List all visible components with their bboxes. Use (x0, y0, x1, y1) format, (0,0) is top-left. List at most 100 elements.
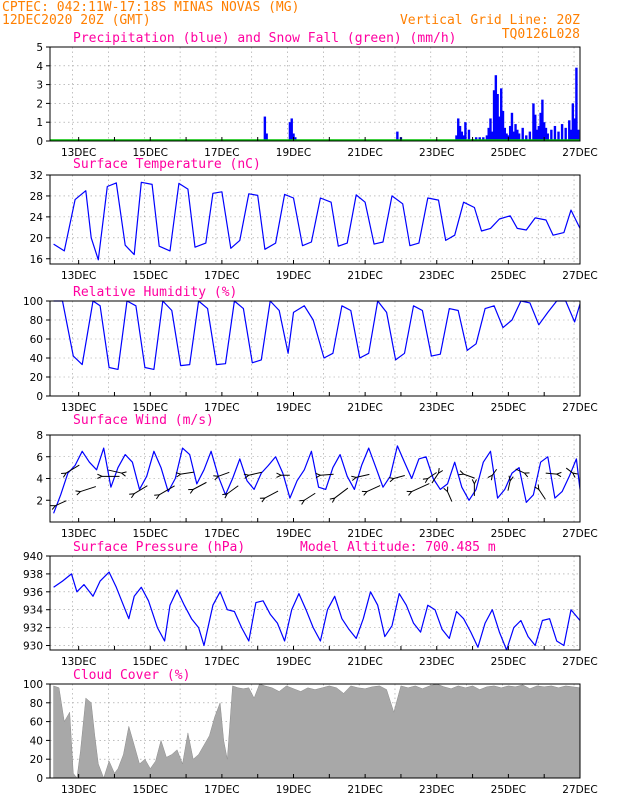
wind-arrow (158, 485, 175, 496)
precip-bar (265, 133, 268, 141)
precip-bar (474, 137, 478, 141)
y-tick-label: 16 (30, 254, 44, 266)
wind-arrow (108, 469, 122, 474)
wind-arrow (538, 489, 546, 500)
wind-arrow-head (523, 472, 530, 478)
wind-arrow (507, 480, 511, 491)
y-tick-label: 80 (30, 315, 43, 327)
x-tick-label: 15DEC (133, 270, 168, 282)
x-tick-label: 13DEC (61, 656, 96, 668)
y-tick-label: 0 (36, 773, 43, 785)
precip-bar (501, 110, 505, 141)
header-grid-line: Vertical Grid Line: 20Z (400, 13, 580, 28)
x-tick-label: 25DEC (491, 656, 526, 668)
y-tick-label: 20 (30, 372, 43, 384)
x-tick-label: 17DEC (204, 656, 239, 668)
y-tick-label: 4 (36, 474, 43, 486)
wind-arrow-head (458, 470, 465, 476)
wind-arrow (545, 472, 557, 475)
header-date: 12DEC2020 20Z (GMT) (2, 13, 151, 28)
precip-bar (546, 133, 549, 141)
x-tick-label: 19DEC (276, 147, 311, 159)
panels: Precipitation (blue) and Snow Fall (gree… (23, 31, 598, 796)
y-tick-label: 4 (36, 61, 43, 73)
wind-arrow (226, 485, 239, 495)
x-tick-label: 13DEC (61, 784, 96, 796)
precip-bar (553, 125, 557, 141)
wind-arrow-head (188, 488, 195, 494)
precip-bar (568, 120, 571, 141)
precip-bar (512, 131, 515, 141)
wind-arrow (411, 483, 430, 493)
wind-arrow (356, 473, 370, 478)
precip-bar (525, 135, 528, 141)
x-tick-label: 21DEC (347, 147, 382, 159)
panel-frame (49, 683, 581, 779)
precip-bar (541, 99, 544, 141)
precip-bar (539, 112, 542, 141)
wind-arrow-head (222, 493, 229, 499)
y-tick-label: 8 (36, 430, 43, 442)
wind-arrow-head (276, 472, 283, 478)
panel-2: Surface Temperature (nC) 16 20 24 28 32 13DEC 1… (30, 157, 598, 282)
x-tick-label: 27DEC (562, 656, 597, 668)
panel-frame (49, 300, 581, 397)
x-tick-label: 15DEC (133, 784, 168, 796)
y-tick-label: 934 (23, 605, 43, 617)
precip-bar (458, 125, 462, 141)
y-tick-label: 930 (23, 641, 43, 653)
x-tick-label: 23DEC (419, 147, 454, 159)
wind-arrow-head (175, 472, 182, 478)
precip-bar (462, 135, 465, 141)
precip-bar (542, 122, 546, 141)
wind-arrow (55, 500, 67, 507)
x-tick-label: 13DEC (61, 402, 96, 414)
precip-bar (573, 118, 576, 141)
wind-arrow-head (406, 490, 413, 496)
y-tick-label: 100 (23, 679, 43, 691)
precip-bar (487, 127, 490, 141)
series-line (53, 300, 581, 370)
wind-arrow-head (443, 486, 449, 493)
precip-bar (455, 135, 458, 141)
wind-arrow-head (351, 475, 358, 481)
y-tick-label: 2 (36, 98, 43, 110)
wind-arrow-head (571, 472, 578, 478)
wind-arrow-head (259, 497, 266, 503)
header-model-id: TQ0126L028 (502, 27, 580, 42)
precip-bar (494, 75, 498, 141)
series-line (53, 571, 581, 651)
precip-bar (482, 137, 485, 141)
x-tick-label: 15DEC (133, 656, 168, 668)
wind-arrow (303, 492, 316, 501)
precip-bar (569, 129, 573, 141)
precip-bar (544, 127, 548, 141)
panel-frame (49, 174, 581, 265)
y-tick-label: 40 (30, 353, 43, 365)
wind-arrow (248, 471, 263, 476)
x-tick-label: 19DEC (276, 528, 311, 540)
panel-title: Precipitation (blue) and Snow Fall (gree… (73, 31, 457, 46)
y-tick-label: 60 (30, 334, 43, 346)
precip-bar (478, 137, 481, 141)
y-tick-label: 1 (36, 117, 43, 129)
x-tick-label: 23DEC (419, 402, 454, 414)
x-tick-label: 21DEC (347, 784, 382, 796)
panel-title: Relative Humidity (%) (73, 285, 237, 300)
precip-bar (535, 129, 539, 141)
x-tick-label: 17DEC (204, 402, 239, 414)
panel-title: Surface Pressure (hPa) (73, 540, 245, 555)
x-tick-label: 23DEC (419, 528, 454, 540)
panel-6: Cloud Cover (%) 0 20 40 60 80 100 13DEC 15DEC 17D… (23, 668, 598, 796)
wind-arrow (393, 475, 405, 479)
precip-bar (288, 122, 292, 141)
precip-bar (396, 131, 399, 141)
precip-bar (467, 129, 471, 141)
x-tick-label: 17DEC (204, 784, 239, 796)
panel-3: Relative Humidity (%) 0 20 40 60 80 100 13DEC 15… (23, 285, 598, 414)
precip-bar (485, 135, 489, 141)
x-tick-label: 15DEC (133, 147, 168, 159)
precip-bar (505, 133, 508, 141)
y-tick-label: 24 (30, 212, 44, 224)
y-tick-label: 5 (36, 42, 43, 54)
